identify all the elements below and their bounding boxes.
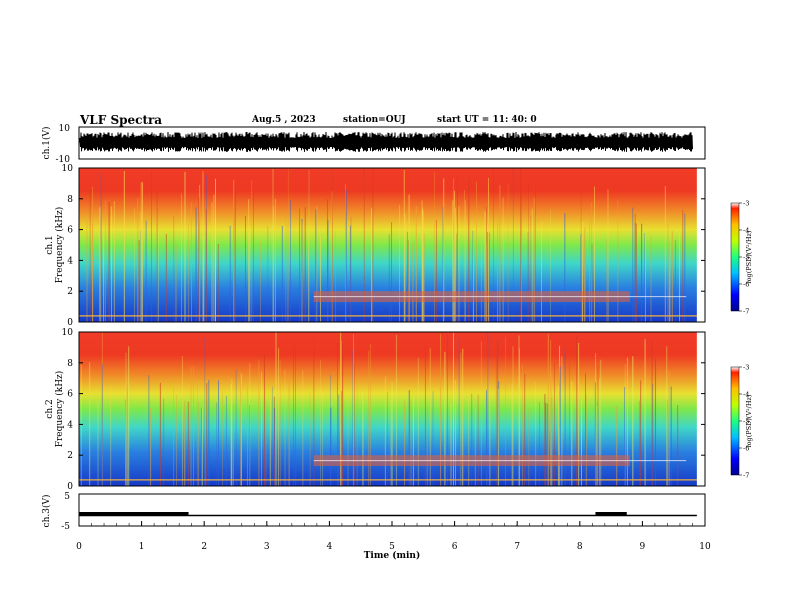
start-time-label: start UT = 11: 40: 0	[437, 115, 537, 125]
colorbar-tick-label: -4	[743, 227, 749, 235]
ch2-spec-ylabel-bottom: Frequency (kHz)	[54, 371, 65, 448]
colorbar-tick-label: -5	[743, 418, 749, 426]
ch1-ytick-bottom: -10	[56, 155, 71, 165]
ch1-colorbar-ticks: -3 -4 -5 -6 -7	[739, 200, 749, 316]
freq-tick-label: 4	[67, 256, 73, 266]
colorbar-tick-label: -7	[743, 308, 749, 316]
ch2-spec-frame	[78, 331, 706, 487]
ch1-spec-ylabel-bottom: Frequency (kHz)	[54, 207, 65, 284]
ch1-waveform-panel: 10 -10 ch.1(V)	[41, 124, 706, 165]
ch2-colorbar-label: log(PSD)(V²/Hz)	[745, 394, 753, 447]
ch1-spectrogram-streaks	[79, 168, 705, 322]
station-label: station=OUJ	[343, 115, 406, 125]
ch2-spec-ylabel-top: ch.2	[45, 399, 55, 418]
freq-tick-label: 0	[67, 318, 73, 328]
ch1-ylabel: ch.1(V)	[41, 127, 52, 160]
spectrogram-empty-tail	[696, 168, 705, 322]
time-axis-label: Time (min)	[364, 550, 421, 561]
figure-title: VLF Spectra	[80, 113, 163, 127]
ch1-freq-ticks: 0 2 4 6 8 10	[62, 164, 705, 328]
freq-tick-label: 6	[67, 226, 73, 236]
colorbar-tick-label: -6	[743, 445, 749, 453]
time-tick-label: 4	[327, 542, 333, 552]
ch1-waveform-line	[78, 131, 693, 152]
colorbar-tick-label: -5	[743, 254, 749, 262]
freq-tick-label: 4	[67, 420, 73, 430]
colorbar-tick-label: -3	[743, 200, 749, 208]
colorbar-tick-label: -6	[743, 281, 749, 289]
ch2-colorbar	[730, 366, 740, 476]
time-tick-label: 10	[699, 542, 711, 552]
ch2-spectrogram-streaks	[79, 332, 705, 486]
ch1-spec-frame	[78, 167, 706, 323]
time-tick-label: 5	[389, 542, 395, 552]
spectrogram-empty-tail	[696, 332, 705, 486]
ch3-signal-lines	[79, 511, 697, 517]
ch1-colorbar	[730, 202, 740, 312]
ch3-frame	[78, 493, 706, 527]
freq-tick-label: 10	[62, 328, 74, 338]
time-tick-label: 0	[76, 542, 82, 552]
colorbar-tick-label: -4	[743, 391, 749, 399]
colorbar-tick-label: -7	[743, 472, 749, 480]
colorbar-tick-label: -3	[743, 364, 749, 372]
time-tick-label: 1	[139, 542, 145, 552]
ch2-freq-ticks: 0 2 4 6 8 10	[62, 328, 705, 492]
ch1-ytick-top: 10	[59, 124, 71, 134]
time-tick-label: 6	[452, 542, 458, 552]
freq-tick-label: 10	[62, 164, 74, 174]
time-axis-ticks: 0 1 2 3 4 5 6 7 8 9 10	[76, 521, 711, 552]
time-tick-label: 3	[264, 542, 270, 552]
time-tick-label: 9	[640, 542, 646, 552]
freq-tick-label: 8	[67, 359, 73, 369]
ch1-spec-ylabel-top: ch.1	[45, 235, 55, 254]
ch3-ylabel: ch.3(V)	[41, 495, 52, 528]
time-tick-label: 2	[201, 542, 207, 552]
date-label: Aug.5 , 2023	[252, 115, 316, 125]
time-tick-label: 7	[514, 542, 520, 552]
freq-tick-label: 6	[67, 390, 73, 400]
ch2-colorbar-ticks: -3 -4 -5 -6 -7	[739, 364, 749, 480]
time-tick-label: 8	[577, 542, 583, 552]
freq-tick-label: 8	[67, 195, 73, 205]
ch3-ytick-top: 5	[64, 492, 70, 502]
freq-tick-label: 2	[67, 451, 73, 461]
freq-tick-label: 0	[67, 482, 73, 492]
ch3-panel: 5 -5 ch.3(V) 0 1 2 3 4 5 6 7 8 9 10 Time (min)	[41, 492, 711, 561]
ch3-ytick-bottom: -5	[61, 522, 70, 532]
ch1-colorbar-label: log(PSD)(V²/Hz)	[745, 230, 753, 283]
freq-tick-label: 2	[67, 287, 73, 297]
